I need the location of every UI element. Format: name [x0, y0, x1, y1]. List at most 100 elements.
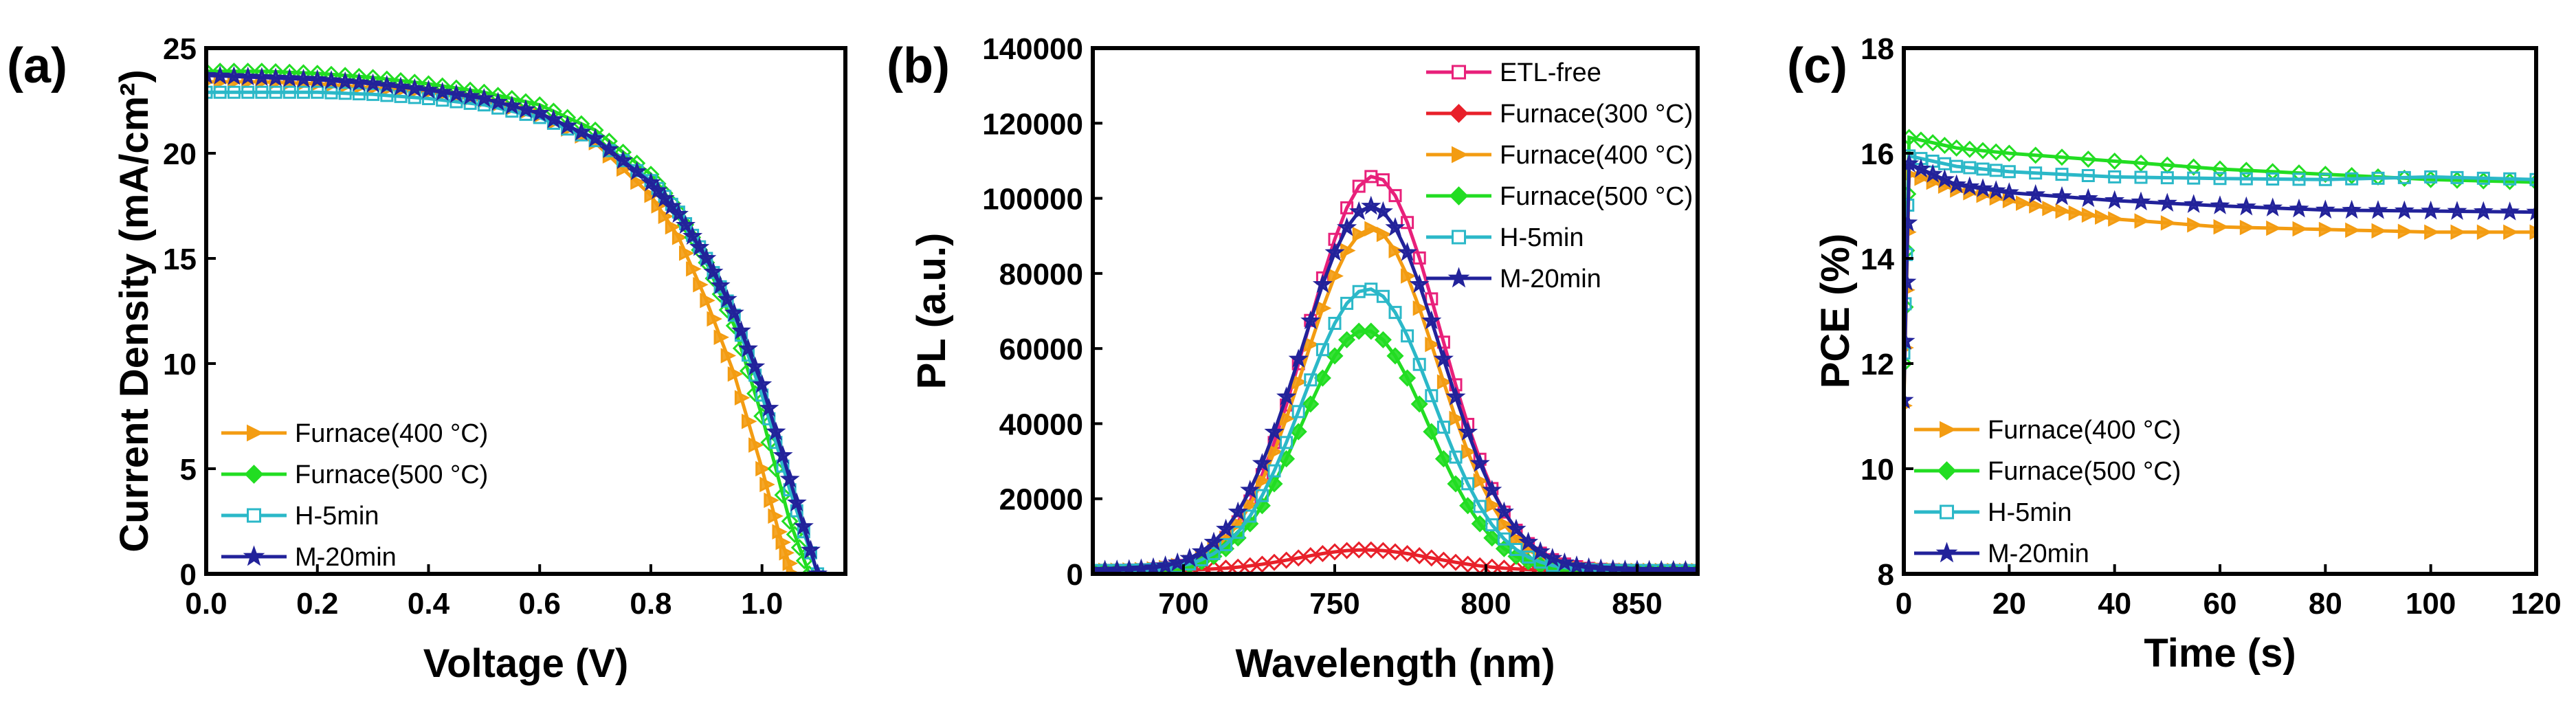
data-point — [1458, 421, 1478, 441]
data-point — [348, 72, 369, 91]
data-point — [1461, 477, 1475, 491]
data-point — [1350, 322, 1368, 340]
data-point — [335, 71, 355, 91]
data-point — [1240, 480, 1261, 499]
legend: ETL-free Furnace(300 °C) Furnace(400 °C) Fu… — [1426, 58, 1693, 293]
data-point — [529, 102, 550, 122]
data-point — [1961, 140, 1979, 158]
data-point — [2210, 195, 2230, 214]
data-point — [2160, 171, 2174, 185]
data-point — [752, 374, 773, 393]
data-point — [2289, 198, 2309, 218]
data-point — [2236, 196, 2256, 216]
data-point — [1243, 497, 1259, 513]
data-point — [1352, 179, 1366, 193]
data-point — [2016, 195, 2032, 211]
data-point — [1423, 549, 1441, 567]
data-point — [2079, 151, 2097, 168]
data-point — [1494, 501, 1514, 521]
data-point — [1373, 201, 1393, 221]
data-point — [707, 311, 722, 327]
data-point — [1397, 242, 1418, 261]
y-tick-label: 120000 — [982, 107, 1083, 141]
legend-marker — [1935, 542, 1958, 563]
data-point — [2027, 146, 2045, 164]
data-point — [1434, 551, 1452, 569]
data-point — [1410, 547, 1428, 565]
series-furnace-500-c — [1093, 322, 1698, 574]
y-tick-label: 12 — [1861, 348, 1894, 381]
data-point — [213, 85, 227, 99]
data-point — [2187, 217, 2203, 233]
data-point — [745, 356, 766, 375]
data-point — [1203, 531, 1224, 551]
data-point — [1445, 386, 1466, 405]
data-point — [627, 161, 647, 181]
data-point — [613, 150, 634, 169]
data-point — [1386, 543, 1404, 561]
data-point — [2424, 170, 2438, 183]
data-point — [1473, 473, 1489, 489]
data-point — [1328, 268, 1344, 284]
data-point — [1974, 142, 1992, 159]
data-point — [515, 99, 536, 118]
legend-label: Furnace(400 °C) — [1988, 416, 2181, 445]
data-point — [734, 390, 751, 405]
data-point — [1267, 444, 1283, 460]
data-point — [2213, 172, 2227, 186]
legend-label: Furnace(500 °C) — [1500, 182, 1693, 211]
plot-frame — [1902, 46, 2538, 576]
data-point — [1300, 310, 1321, 330]
data-point — [1509, 531, 1525, 547]
legend-label: Furnace(500 °C) — [295, 460, 488, 489]
data-point — [352, 87, 366, 101]
legend-marker — [1452, 230, 1466, 245]
data-point — [1459, 555, 1477, 573]
data-point — [307, 69, 328, 89]
data-point — [1388, 243, 1404, 258]
data-point — [488, 91, 508, 111]
data-point — [2394, 200, 2414, 220]
data-point — [1167, 552, 1188, 572]
legend-label: Furnace(400 °C) — [295, 419, 488, 448]
data-point — [1950, 159, 1964, 173]
data-point — [2397, 223, 2414, 240]
data-point — [585, 128, 606, 147]
data-point — [1216, 518, 1236, 538]
data-point — [713, 329, 729, 345]
data-point — [1280, 410, 1296, 427]
data-point — [759, 397, 779, 417]
data-point — [2106, 152, 2124, 170]
data-point — [324, 86, 338, 100]
data-point — [686, 261, 702, 277]
data-point — [720, 348, 737, 364]
y-tick-label: 14 — [1861, 243, 1894, 276]
data-point — [2160, 215, 2177, 231]
data-point — [2263, 197, 2283, 216]
data-point — [727, 366, 744, 382]
data-point — [2025, 183, 2046, 203]
data-point — [543, 109, 564, 129]
data-point — [693, 277, 709, 293]
data-point — [703, 261, 724, 281]
data-point — [731, 320, 751, 340]
legend-marker — [1452, 146, 1469, 164]
data-point — [2105, 190, 2125, 210]
x-axis-title: Time (s) — [2144, 631, 2296, 676]
data-point — [419, 79, 438, 99]
data-point — [1252, 453, 1272, 472]
data-point — [1507, 560, 1525, 574]
data-point — [1482, 480, 1502, 499]
data-point — [1410, 395, 1428, 413]
data-point — [2000, 144, 2018, 162]
data-point — [682, 225, 703, 245]
data-point — [1388, 189, 1402, 203]
data-point — [1338, 542, 1356, 559]
data-point — [1497, 532, 1511, 546]
data-point — [1904, 355, 1913, 372]
legend-label: M-20min — [1988, 539, 2089, 568]
data-point — [2266, 172, 2280, 186]
data-point — [1447, 475, 1465, 493]
data-point — [2002, 165, 2016, 179]
data-point — [1207, 546, 1221, 560]
